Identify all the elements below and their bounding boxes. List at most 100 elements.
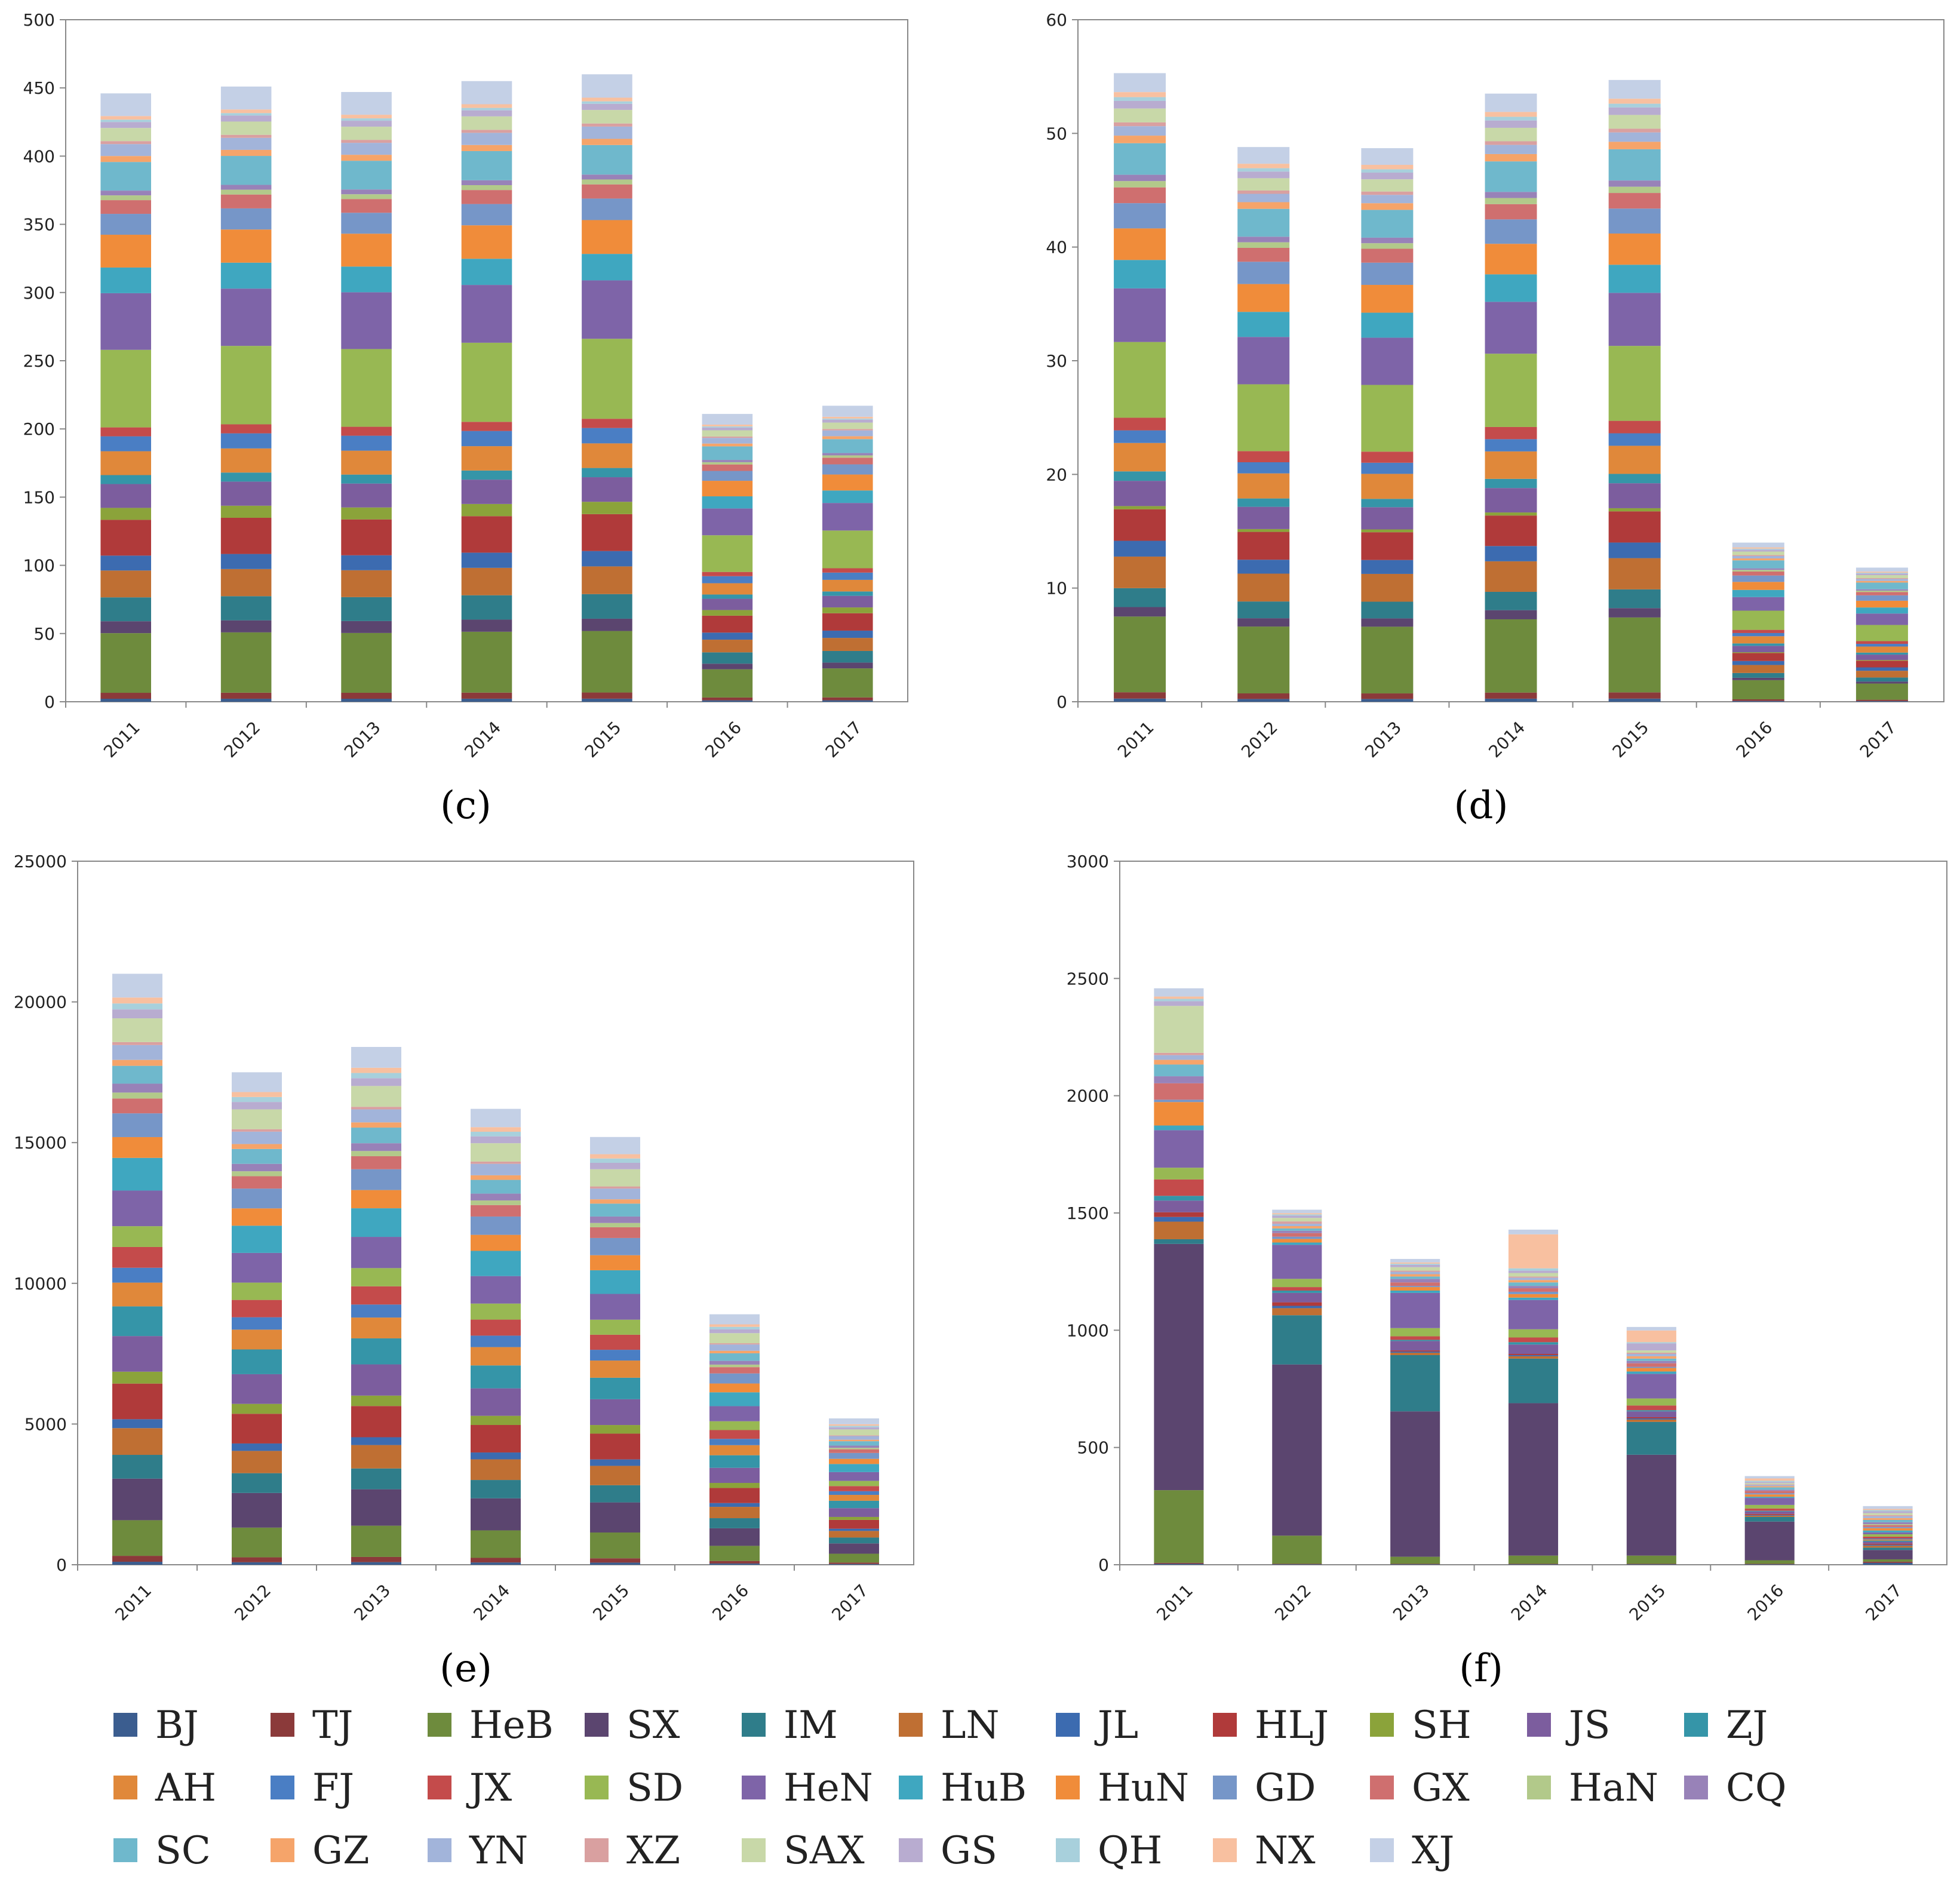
bar-segment-2012-BJ	[220, 698, 272, 702]
bar-segment-2013-XJ	[1390, 1258, 1440, 1263]
bar-segment-2017-SAX	[822, 422, 873, 429]
bar-segment-2013-JL	[1390, 1352, 1440, 1353]
x-tick-label: 2017	[828, 1580, 872, 1624]
bar-segment-2016-JX	[1732, 629, 1784, 633]
bar-segment-2015-BJ	[582, 698, 632, 702]
legend-label-QH: QH	[1098, 1829, 1162, 1873]
bar-segment-2011-GZ	[100, 156, 152, 162]
bar-segment-2014-SX	[461, 619, 512, 632]
bar-segment-2011-XZ	[100, 141, 152, 145]
bar-segment-2011-FJ	[1114, 430, 1166, 443]
bar-segment-2012-HLJ	[232, 1414, 282, 1443]
bar-segment-2015-IM	[1626, 1421, 1676, 1455]
bar-segment-2011-GX	[1154, 1083, 1204, 1100]
bar-segment-2016-HuB	[1744, 1497, 1795, 1498]
bar-segment-2012-GS	[232, 1102, 282, 1110]
bar-segment-2013-JL	[341, 555, 392, 570]
bar-segment-2013-HuN	[341, 234, 392, 267]
bar-segment-2016-CQ	[1744, 1489, 1795, 1491]
bar-segment-2013-GZ	[351, 1122, 401, 1128]
bar-segment-2011-SAX	[1114, 108, 1166, 122]
bar-segment-2014-SC	[471, 1180, 521, 1194]
panel-label-d: (d)	[1454, 784, 1509, 828]
legend-label-XJ: XJ	[1412, 1829, 1454, 1873]
bar-segment-2015-GZ	[590, 1199, 640, 1204]
bar-segment-2014-HLJ	[471, 1425, 521, 1453]
bar-segment-2013-JX	[1361, 452, 1414, 463]
bar-segment-2013-QH	[341, 118, 392, 121]
legend-label-AH: AH	[155, 1766, 216, 1810]
bar-segment-2016-IM	[1732, 672, 1784, 678]
bar-segment-2011-SC	[1114, 143, 1166, 175]
bar-segment-2013-SH	[1361, 529, 1414, 533]
bar-segment-2013-LN	[341, 570, 392, 597]
bar-segment-2013-BJ	[1361, 699, 1414, 702]
bar-segment-2017-HeN	[1855, 613, 1908, 625]
bar-segment-2013-HeN	[351, 1237, 401, 1269]
bar-segment-2014-HuB	[1508, 1297, 1559, 1300]
bar-segment-2011-ZJ	[100, 475, 152, 484]
legend-label-HaN: HaN	[1569, 1766, 1658, 1810]
bar-segment-2015-JS	[1608, 483, 1661, 508]
bar-segment-2016-HLJ	[1744, 1513, 1795, 1515]
bar-segment-2012-JL	[220, 554, 272, 569]
bar-segment-2012-GX	[1237, 247, 1290, 262]
bar-segment-2012-GS	[1237, 171, 1290, 179]
bar-segment-2013-FJ	[341, 435, 392, 451]
bar-segment-2012-LN	[1237, 573, 1290, 602]
bar-segment-2013-XZ	[1390, 1270, 1440, 1272]
bar-segment-2015-GX	[1626, 1363, 1676, 1367]
bar-segment-2017-HuN	[822, 474, 873, 491]
bar-segment-2012-JS	[220, 481, 272, 506]
bar-segment-2013-JS	[351, 1364, 401, 1396]
bar-segment-2016-HeN	[709, 1406, 760, 1421]
bar-segment-2013-XZ	[351, 1107, 401, 1110]
bar-segment-2013-SAX	[341, 127, 392, 140]
bar-segment-2011-AH	[100, 451, 152, 475]
bar-segment-2011-IM	[1154, 1239, 1204, 1244]
bar-segment-2013-HuN	[1361, 285, 1414, 313]
bar-segment-2014-SC	[461, 151, 512, 180]
bar-segment-2015-HeN	[582, 280, 632, 339]
bar-segment-2015-IM	[582, 594, 632, 619]
bar-segment-2011-HLJ	[1154, 1212, 1204, 1217]
y-tick-label: 200	[23, 419, 55, 439]
bar-segment-2015-CQ	[1626, 1360, 1676, 1363]
bar-segment-2017-HuN	[1863, 1528, 1913, 1531]
bar-segment-2011-HuB	[1154, 1125, 1204, 1131]
bar-segment-2017-GZ	[829, 1439, 879, 1442]
bar-segment-2012-HeB	[1272, 1535, 1322, 1564]
bar-segment-2014-CQ	[471, 1193, 521, 1201]
bar-segment-2017-HuN	[1855, 600, 1908, 608]
bar-segment-2011-QH	[1114, 97, 1166, 101]
bar-segment-2014-SD	[1485, 354, 1537, 427]
bar-segment-2013-HeN	[1361, 337, 1414, 385]
bar-segment-2012-IM	[232, 1473, 282, 1493]
bar-segment-2012-SH	[1237, 529, 1290, 532]
bar-segment-2016-SC	[1744, 1487, 1795, 1490]
bar-segment-2011-HuN	[1154, 1102, 1204, 1126]
bar-segment-2015-GX	[582, 184, 632, 199]
bar-segment-2017-JS	[822, 595, 873, 608]
legend-swatch-XZ	[585, 1838, 609, 1862]
bar-segment-2015-FJ	[582, 428, 632, 444]
bar-segment-2013-LN	[351, 1445, 401, 1469]
bar-segment-2013-SD	[341, 349, 392, 427]
bar-segment-2013-HuB	[351, 1208, 401, 1237]
bar-segment-2011-SX	[112, 1478, 162, 1521]
bar-segment-2012-SD	[232, 1282, 282, 1300]
bar-segment-2012-ZJ	[1237, 498, 1290, 507]
bar-segment-2015-GS	[1608, 107, 1661, 115]
bar-segment-2017-HeN	[1863, 1532, 1913, 1534]
bar-segment-2016-SD	[702, 535, 753, 572]
bar-segment-2017-ZJ	[1863, 1540, 1913, 1542]
y-tick-label: 450	[23, 78, 55, 98]
bar-segment-2011-AH	[112, 1282, 162, 1307]
bar-segment-2013-QH	[351, 1073, 401, 1079]
bar-segment-2013-HuN	[1390, 1287, 1440, 1291]
bar-segment-2012-GZ	[220, 149, 272, 156]
bar-segment-2016-JS	[702, 598, 753, 610]
bar-segment-2017-HeN	[829, 1472, 879, 1481]
bar-segment-2014-HeN	[1485, 302, 1537, 354]
bar-segment-2011-NX	[1114, 92, 1166, 97]
